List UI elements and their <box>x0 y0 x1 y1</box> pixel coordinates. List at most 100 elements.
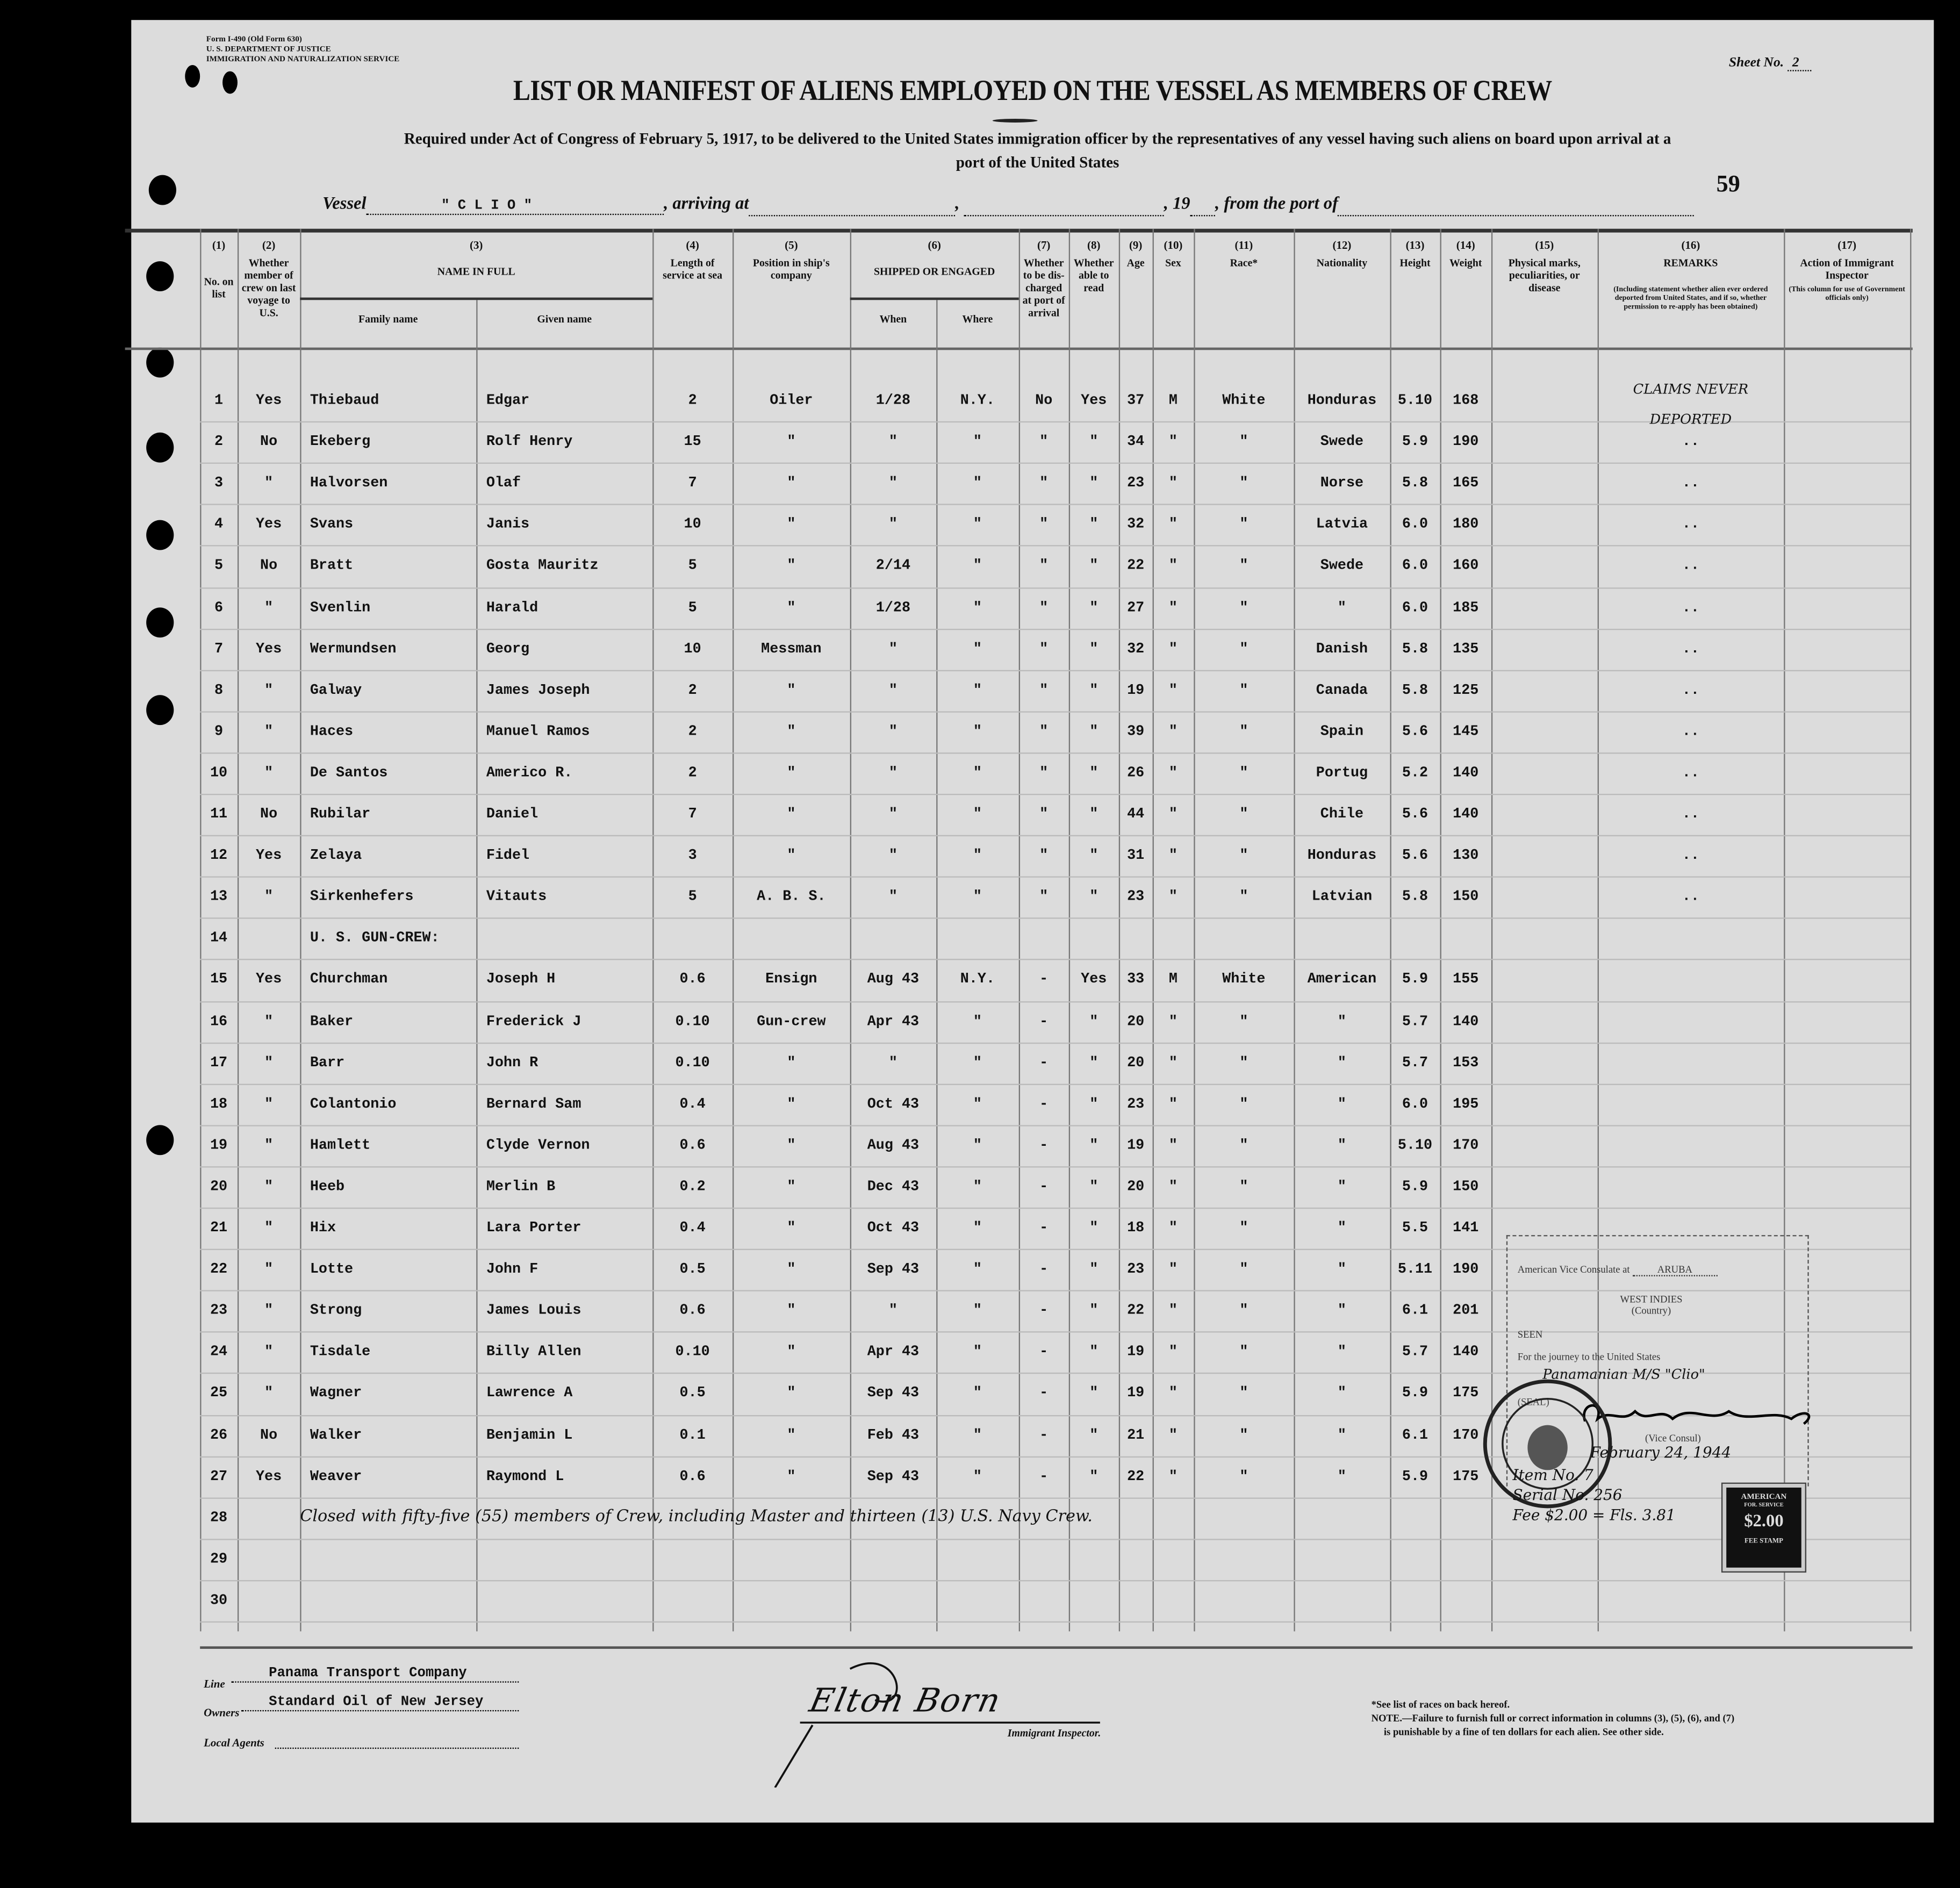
given-name-cell: Harald <box>486 599 539 616</box>
given-name-cell: Rolf Henry <box>486 434 573 450</box>
service: IMMIGRATION AND NATURALIZATION SERVICE <box>206 55 400 64</box>
position-cell: " <box>787 1468 796 1485</box>
discharged-cell: - <box>1039 1386 1049 1402</box>
column-divider <box>652 228 654 1632</box>
column-number-6: (6) <box>928 239 941 252</box>
column-number-8: (8) <box>1087 239 1101 252</box>
department: U. S. DEPARTMENT OF JUSTICE <box>206 45 331 54</box>
given-name-cell: Gosta Mauritz <box>486 558 599 575</box>
section-label: U. S. GUN-CREW: <box>310 930 440 947</box>
family-name-cell: Wagner <box>310 1386 362 1402</box>
endorsement-date: February 24, 1944 <box>1590 1444 1732 1462</box>
no-cell: 27 <box>210 1468 228 1485</box>
position-cell: " <box>787 848 796 864</box>
able-to-read-cell: " <box>1089 1468 1099 1485</box>
no-cell: 25 <box>210 1386 228 1402</box>
row-divider <box>200 504 1911 506</box>
row-divider <box>200 1414 1911 1416</box>
nationality-cell: " <box>1337 1468 1346 1485</box>
given-name-cell: Clyde Vernon <box>486 1137 590 1154</box>
race-cell: " <box>1239 599 1248 616</box>
sex-cell: " <box>1168 682 1178 699</box>
nationality-cell: Canada <box>1316 682 1368 699</box>
row-divider <box>200 1042 1911 1044</box>
race-cell: " <box>1239 1468 1248 1485</box>
sex-cell: " <box>1168 558 1178 575</box>
crew-last-voyage-cell: Yes <box>255 516 282 533</box>
column-divider <box>1194 228 1195 1632</box>
age-cell: 19 <box>1127 1137 1145 1154</box>
nationality-cell: " <box>1337 1427 1346 1444</box>
family-name-cell: Svenlin <box>310 599 371 616</box>
race-cell: White <box>1222 392 1266 409</box>
weight-cell: 180 <box>1453 516 1479 533</box>
discharged-cell: " <box>1039 723 1049 740</box>
able-to-read-cell: " <box>1089 1303 1099 1319</box>
given-name-cell: Joseph H <box>486 972 556 988</box>
race-cell: " <box>1239 723 1248 740</box>
shipped-when-cell: Oct 43 <box>867 1220 920 1237</box>
punch-hole <box>185 64 200 88</box>
shipped-when-cell: Feb 43 <box>867 1427 920 1444</box>
remarks-cell: .. <box>1682 723 1699 740</box>
race-cell: " <box>1239 558 1248 575</box>
remarks-cell: .. <box>1682 434 1699 450</box>
shipped-when-cell: " <box>888 848 898 864</box>
given-name-cell: Raymond L <box>486 1468 564 1485</box>
crew-last-voyage-cell: " <box>264 1261 274 1278</box>
column-subheader-6-2: Where <box>962 312 993 325</box>
family-name-cell: Haces <box>310 723 354 740</box>
discharged-cell: - <box>1039 1468 1049 1485</box>
length-of-service-cell: 7 <box>688 806 697 823</box>
column-header-13: Height <box>1399 256 1431 269</box>
shipped-when-cell: Sep 43 <box>867 1386 920 1402</box>
seen-label: SEEN <box>1517 1329 1543 1340</box>
shipped-where-cell: " <box>973 765 982 781</box>
race-cell: " <box>1239 1303 1248 1319</box>
height-cell: 5.10 <box>1397 1137 1433 1154</box>
arriving-label: , arriving at <box>664 195 749 214</box>
family-name-cell: Walker <box>310 1427 362 1444</box>
length-of-service-cell: 10 <box>684 516 701 533</box>
shipped-where-cell: " <box>973 806 982 823</box>
crew-last-voyage-cell: " <box>264 723 274 740</box>
family-name-cell: De Santos <box>310 765 388 781</box>
age-cell: 22 <box>1127 558 1145 575</box>
age-cell: 19 <box>1127 1386 1145 1402</box>
race-cell: " <box>1239 434 1248 450</box>
no-cell: 30 <box>210 1592 228 1609</box>
crew-last-voyage-cell: " <box>264 1054 274 1071</box>
row-divider <box>200 1166 1911 1168</box>
sex-cell: " <box>1168 1344 1178 1361</box>
table-row <box>200 1539 1910 1580</box>
shipped-where-cell: " <box>973 641 982 657</box>
remarks-cell: .. <box>1682 558 1699 575</box>
crew-last-voyage-cell: No <box>260 558 278 575</box>
crew-last-voyage-cell: " <box>264 1220 274 1237</box>
shipped-where-cell: " <box>973 1303 982 1319</box>
position-cell: " <box>787 723 796 740</box>
no-cell: 16 <box>210 1013 228 1030</box>
length-of-service-cell: 2 <box>688 723 697 740</box>
family-name-cell: Hix <box>310 1220 336 1237</box>
sex-cell: " <box>1168 1137 1178 1154</box>
nationality-cell: Portug <box>1316 765 1368 781</box>
column-number-13: (13) <box>1405 239 1425 252</box>
column-divider <box>733 228 734 1632</box>
no-cell: 11 <box>210 806 228 823</box>
year-field <box>1190 195 1216 217</box>
column-number-14: (14) <box>1456 239 1475 252</box>
column-number-9: (9) <box>1129 239 1143 252</box>
able-to-read-cell: " <box>1089 682 1099 699</box>
no-cell: 26 <box>210 1427 228 1444</box>
age-cell: 23 <box>1127 889 1145 906</box>
length-of-service-cell: 0.4 <box>679 1220 706 1237</box>
position-cell: " <box>787 1261 796 1278</box>
age-cell: 34 <box>1127 434 1145 450</box>
given-name-cell: Benjamin L <box>486 1427 573 1444</box>
weight-cell: 153 <box>1453 1054 1479 1071</box>
crew-last-voyage-cell: " <box>264 599 274 616</box>
no-cell: 13 <box>210 889 228 906</box>
position-cell: " <box>787 475 796 492</box>
row-divider <box>200 752 1911 754</box>
